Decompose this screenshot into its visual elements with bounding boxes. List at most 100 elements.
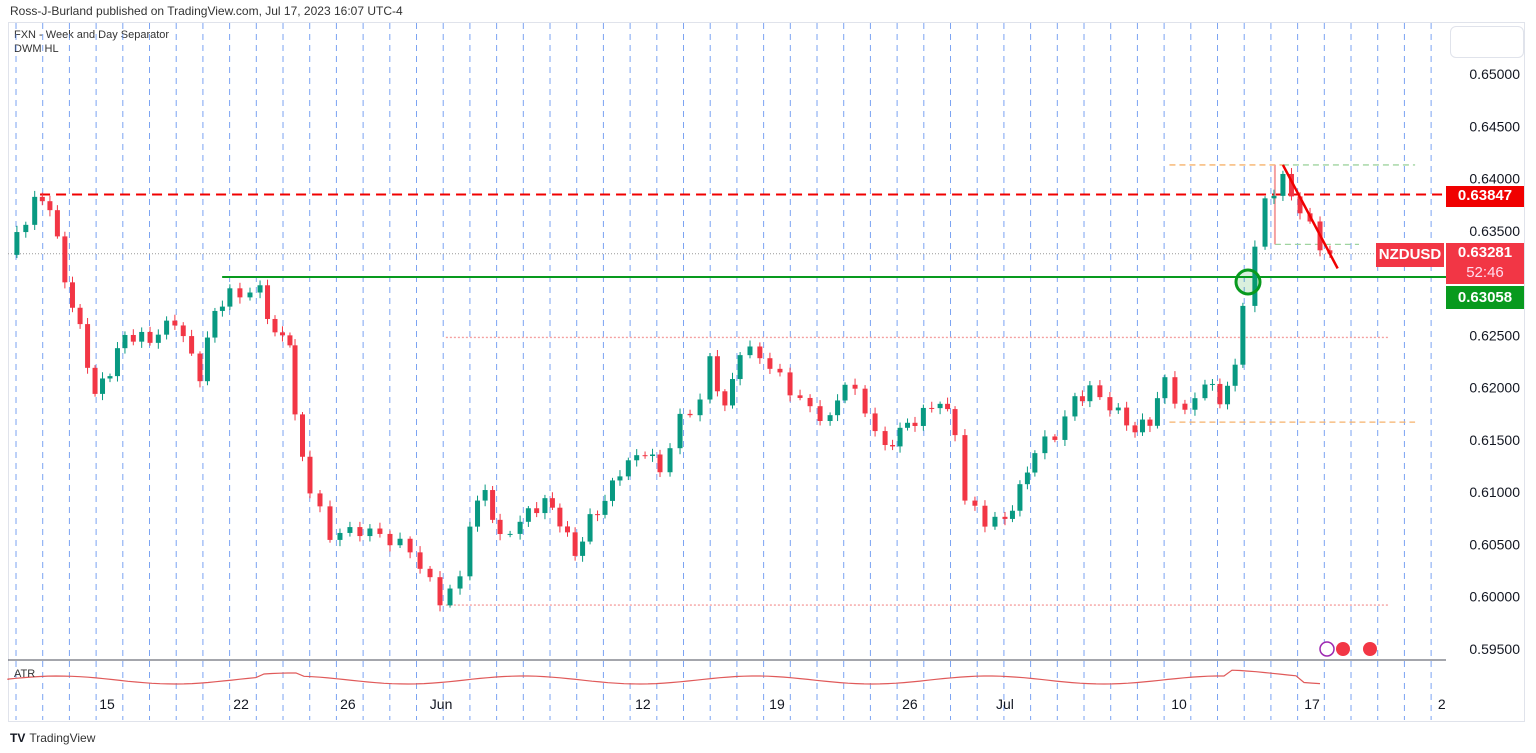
candle-body — [625, 460, 631, 477]
last-price-box: 0.63281 52:46 — [1446, 243, 1524, 284]
candle-body — [257, 285, 263, 293]
candle-body — [1009, 510, 1015, 519]
candle-body — [817, 406, 823, 421]
candle-body — [920, 407, 926, 426]
tradingview-logo[interactable]: TV TradingView — [10, 731, 95, 745]
candle-body — [757, 346, 763, 359]
candle-body — [300, 414, 306, 457]
candle-body — [697, 399, 703, 416]
candle-body — [407, 538, 413, 553]
candle-body — [807, 397, 813, 407]
candle-body — [172, 320, 178, 326]
symbol-label: NZDUSD — [1376, 243, 1444, 267]
candle-body — [447, 588, 453, 606]
indicator-label-separator[interactable]: FXN - Week and Day Separator — [14, 29, 170, 41]
candle-body — [1052, 436, 1058, 440]
candle-body — [945, 403, 951, 410]
candle-body — [1217, 383, 1223, 405]
candle-body — [929, 407, 935, 409]
candle-body — [147, 331, 153, 343]
candle-body — [467, 526, 473, 577]
candle-body — [247, 292, 253, 298]
candle-body — [292, 345, 298, 415]
candle-body — [62, 236, 68, 283]
candle-body — [595, 514, 601, 516]
candle-body — [227, 288, 233, 307]
candle-body — [1072, 396, 1078, 417]
candle-body — [1024, 472, 1030, 485]
candle-body — [54, 210, 60, 237]
candle-body — [507, 533, 513, 535]
bar-countdown: 52:46 — [1466, 264, 1504, 281]
candle-body — [992, 516, 998, 527]
resistance-price-label: 0.63847 — [1446, 186, 1524, 207]
candle-body — [1288, 173, 1294, 197]
candle-body — [1280, 173, 1286, 196]
x-tick-label: 26 — [340, 696, 356, 712]
candle-body — [47, 201, 53, 211]
candle-body — [777, 368, 783, 373]
x-tick-label: 19 — [769, 696, 785, 712]
y-tick-label: 0.60000 — [1469, 589, 1520, 605]
candle-body — [787, 372, 793, 396]
candle-body — [1154, 398, 1160, 426]
candle-body — [852, 384, 858, 389]
candle-body — [85, 324, 91, 368]
candle-body — [490, 490, 496, 520]
candle-body — [92, 367, 98, 394]
candle-body — [189, 336, 195, 354]
chart-toolbar-box[interactable] — [1450, 26, 1524, 58]
candle-body — [667, 448, 673, 473]
candle-body — [1225, 385, 1231, 405]
candle-body — [737, 355, 743, 380]
candle-body — [657, 454, 663, 473]
candle-body — [1172, 377, 1178, 404]
candle-body — [1017, 484, 1023, 511]
candle-body — [69, 282, 75, 308]
candle-body — [1209, 383, 1215, 385]
candle-body — [317, 493, 323, 507]
candle-body — [767, 358, 773, 369]
candle-body — [387, 533, 393, 546]
y-tick-label: 0.62000 — [1469, 380, 1520, 396]
candle-body — [397, 538, 403, 546]
candle-body — [327, 506, 333, 540]
candle-body — [1124, 407, 1130, 426]
candle-body — [139, 331, 145, 342]
candle-body — [272, 318, 278, 333]
candle-body — [602, 500, 608, 515]
candle-body — [952, 409, 958, 436]
candle-body — [287, 335, 293, 346]
x-tick-label: 17 — [1304, 696, 1320, 712]
candle-body — [912, 422, 918, 426]
candle-body — [1132, 425, 1138, 433]
atr-label: ATR — [14, 668, 36, 680]
atr-line — [7, 669, 1321, 685]
candle-body — [457, 576, 463, 589]
candle-body — [557, 507, 563, 527]
candle-body — [107, 376, 113, 379]
candle-body — [937, 403, 943, 409]
candle-body — [707, 356, 713, 400]
y-tick-label: 0.61000 — [1469, 484, 1520, 500]
candle-body — [962, 435, 968, 501]
y-tick-label: 0.64000 — [1469, 171, 1520, 187]
candle-body — [842, 384, 848, 401]
candle-body — [1002, 516, 1008, 519]
indicator-label-dwm[interactable]: DWM HL — [14, 43, 59, 55]
candle-body — [367, 528, 373, 537]
last-price: 0.63281 — [1457, 244, 1513, 261]
candle-body — [155, 334, 161, 343]
y-tick-label: 0.63500 — [1469, 223, 1520, 239]
candle-body — [279, 332, 285, 336]
candle-body — [475, 500, 481, 527]
candle-body — [100, 378, 106, 394]
x-tick-label: 22 — [233, 696, 249, 712]
candle-body — [642, 455, 648, 457]
y-tick-label: 0.60500 — [1469, 536, 1520, 552]
candle-body — [862, 388, 868, 414]
candle-body — [1182, 403, 1188, 410]
candle-body — [39, 196, 45, 202]
candle-body — [417, 552, 423, 569]
